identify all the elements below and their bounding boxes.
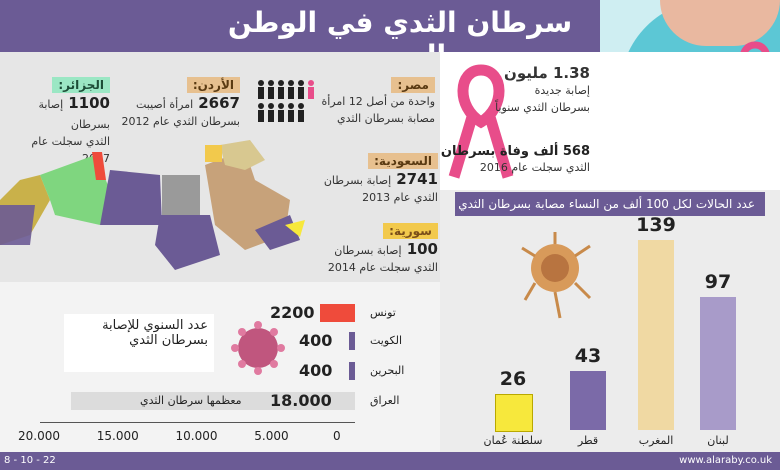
annual-x-axis <box>40 422 355 423</box>
rate-bar-category: المغرب <box>638 434 674 447</box>
global-deaths-line2: الثدي سجلت عام 2016 <box>479 161 590 174</box>
annual-bar <box>320 304 355 322</box>
rate-bar <box>700 297 736 430</box>
annual-bars-area: 2200 تونس 400 الكويت 400 البحرين معظمها سرطان … <box>0 282 440 452</box>
global-cases-line1: إصابة جديدة <box>534 84 590 97</box>
egypt-line2: مصابة بسرطان الثدي <box>337 112 435 125</box>
annual-x-tick: 5.000 <box>254 429 289 443</box>
annual-bar <box>349 362 355 380</box>
annual-x-tick: 20.000 <box>18 429 60 443</box>
rate-bar-category: لبنان <box>707 434 729 447</box>
annual-bar-country: البحرين <box>370 364 405 377</box>
footer-date: 8 - 10 - 22 <box>4 455 56 466</box>
rate-bar-value: 139 <box>636 214 676 236</box>
cancer-cell-image <box>520 228 600 332</box>
jordan-num: 2667 <box>198 94 240 112</box>
women-icons <box>256 78 316 130</box>
syria-tag: سورية: <box>383 223 438 239</box>
egypt-line1: واحدة من أصل 12 امرأة <box>321 95 435 108</box>
annual-bar-value: 400 <box>299 331 333 350</box>
rate-bar <box>570 371 606 430</box>
algeria-num: 1100 <box>68 94 110 112</box>
rate-bar-value: 26 <box>499 368 527 390</box>
annual-bar-value: 400 <box>299 361 333 380</box>
cancer-cell-icon <box>521 232 592 319</box>
egypt-block: مصر: واحدة من أصل 12 امرأة مصابة بسرطان … <box>315 74 435 127</box>
pink-ribbon-icon <box>448 64 514 179</box>
global-cases-line2: بسرطان الثدي سنوياً <box>495 101 590 114</box>
annual-bar-value: 18.000 <box>270 391 332 410</box>
syria-block: سورية: 100 إصابة بسرطان الثدي سجلت عام 2… <box>318 220 438 276</box>
global-stats-panel: 1.38 مليون إصابة جديدة بسرطان الثدي سنوي… <box>440 52 780 190</box>
rate-bar-value: 43 <box>574 345 602 367</box>
annual-bar-country: العراق <box>370 394 400 407</box>
annual-bar-country: تونس <box>370 306 396 319</box>
global-deaths: 568 ألف وفاة بسرطان <box>440 144 590 159</box>
annual-bar <box>349 332 355 350</box>
rate-bar-value: 97 <box>704 271 732 293</box>
saudi-tag: السعودية: <box>368 153 438 169</box>
rate-bar <box>495 394 533 432</box>
annual-bar <box>71 392 355 410</box>
rate-chart-title: عدد الحالات لكل 100 ألف من النساء مصابة … <box>455 192 765 216</box>
jordan-line2: بسرطان الثدي عام 2012 <box>121 115 240 128</box>
egypt-tag: مصر: <box>391 77 435 93</box>
rate-bar-category: قطر <box>577 434 599 447</box>
jordan-tag: الأردن: <box>186 77 240 93</box>
algeria-block: الجزائر: 1100 إصابة بسرطان الثدي سجلت عا… <box>0 74 110 167</box>
annual-x-tick: 10.000 <box>175 429 218 443</box>
annual-x-tick: 15.000 <box>96 429 139 443</box>
women-figures-icon <box>258 80 314 122</box>
footer-bar: 8 - 10 - 22 www.alaraby.co.uk <box>0 452 780 470</box>
annual-bar-value: 2200 <box>270 303 315 322</box>
jordan-line1: امرأة أصيبت <box>135 98 194 111</box>
annual-bar-country: الكويت <box>370 334 403 347</box>
annual-chart-title-box: عدد السنوي للإصابة بسرطان الثدي <box>64 314 214 372</box>
annual-chart-title-line2: بسرطان الثدي <box>129 333 208 348</box>
rate-bars-area: 97 لبنان 139 المغرب 43 قطر 26 سلطنة عُمان <box>440 190 780 452</box>
annual-bar-note: معظمها سرطان الثدي <box>140 394 242 407</box>
global-cases: 1.38 مليون <box>504 64 590 82</box>
syria-num: 100 <box>406 240 438 258</box>
rate-bar <box>638 240 674 430</box>
algeria-tag: الجزائر: <box>52 77 110 93</box>
footer-site[interactable]: www.alaraby.co.uk <box>679 455 772 466</box>
syria-line1: إصابة بسرطان <box>334 244 402 257</box>
annual-chart-title-line1: عدد السنوي للإصابة <box>102 318 208 333</box>
saudi-block: السعودية: 2741 إصابة بسرطان الثدي عام 20… <box>318 150 438 206</box>
saudi-line1: إصابة بسرطان <box>323 174 392 187</box>
arab-world-map <box>0 140 305 270</box>
virus-icon <box>231 321 285 375</box>
algeria-line1: إصابة بسرطان <box>38 98 110 131</box>
jordan-block: الأردن: 2667 امرأة أصيبت بسرطان الثدي عا… <box>115 74 240 130</box>
annual-x-tick: 0 <box>333 429 341 443</box>
rate-bar-category: سلطنة عُمان <box>483 434 543 447</box>
syria-line2: الثدي سجلت عام 2014 <box>327 261 438 274</box>
saudi-line2: الثدي عام 2013 <box>362 191 438 204</box>
saudi-num: 2741 <box>396 170 438 188</box>
